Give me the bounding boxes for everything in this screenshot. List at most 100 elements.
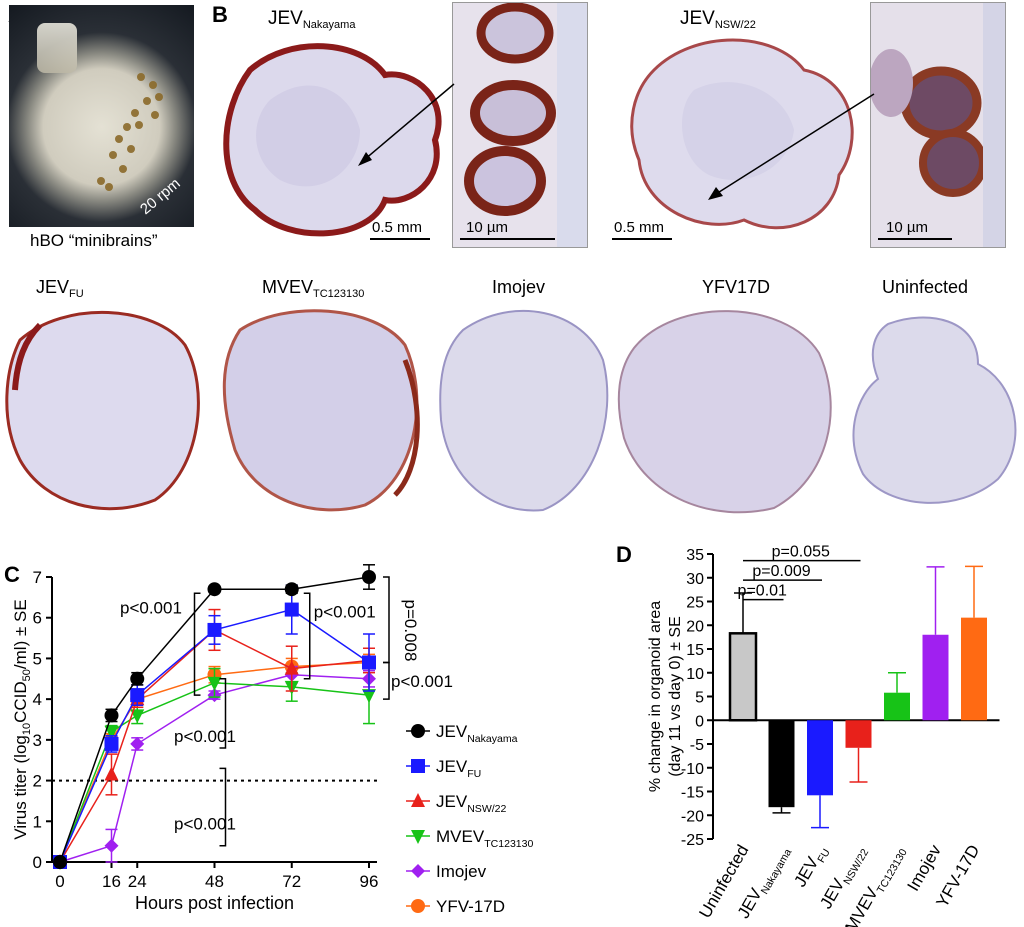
data-point bbox=[284, 660, 299, 675]
legend-marker bbox=[411, 759, 425, 773]
legend-label: JEVNSW/22 bbox=[436, 792, 507, 815]
titer-line-chart: 0 1 2 3 4 5 6 7 0 16 24 48 72 96 Hours post infection V… bbox=[11, 564, 534, 916]
comparison-label: p=0.01 bbox=[738, 583, 787, 600]
bar bbox=[768, 720, 795, 808]
arrow-1-icon bbox=[358, 83, 455, 166]
legend-marker bbox=[411, 724, 425, 738]
data-point bbox=[362, 655, 376, 670]
y-tick-label: 15 bbox=[686, 642, 704, 659]
legend-item: YFV-17D bbox=[406, 897, 505, 916]
organoid-jev-nakayama bbox=[223, 43, 442, 237]
organoid-area-bar-chart: -25 -20 -15 -10 -5 0 5 10 15 20 25 30 35 % change in … bbox=[647, 544, 1000, 927]
organoid-title-uninfected: Uninfected bbox=[882, 277, 969, 297]
data-point bbox=[130, 688, 145, 703]
data-point bbox=[130, 671, 145, 686]
bar bbox=[845, 720, 872, 748]
series-line bbox=[59, 682, 370, 863]
y-tick-label: -15 bbox=[681, 785, 704, 802]
legend-item: JEVNakayama bbox=[406, 722, 518, 745]
data-point bbox=[207, 622, 222, 637]
organoid-uninfected bbox=[852, 316, 1017, 504]
y-tick-label: 4 bbox=[33, 690, 42, 709]
y-tick-label: -10 bbox=[681, 761, 704, 778]
organoid-mvev bbox=[222, 309, 420, 512]
scale-bar-zoom-2 bbox=[878, 238, 952, 240]
pvalue-annotation: p<0.001 bbox=[174, 814, 236, 833]
category-label: Imojev bbox=[903, 841, 945, 894]
scale-label-zoom-2: 10 µm bbox=[886, 219, 928, 236]
organoid-title-mvev: MVEVTC123130 bbox=[262, 277, 365, 300]
y-tick-label: -25 bbox=[681, 832, 704, 849]
legend-item: MVEVTC123130 bbox=[406, 827, 534, 850]
pvalue-annotation: p<0.001 bbox=[314, 603, 376, 622]
y-tick-label: 5 bbox=[695, 690, 704, 707]
bar bbox=[728, 632, 758, 722]
y-tick-label: 25 bbox=[686, 595, 704, 612]
y-tick-label: 5 bbox=[33, 649, 42, 668]
bracket bbox=[383, 661, 390, 700]
bar bbox=[922, 634, 949, 721]
data-point bbox=[104, 838, 119, 853]
pvalue-annotation: p<0.001 bbox=[391, 672, 453, 691]
bracket bbox=[303, 592, 311, 680]
series-line bbox=[59, 608, 370, 863]
y-tick-label: 7 bbox=[33, 568, 42, 587]
organoid-title-jev-nsw22: JEVNSW/22 bbox=[680, 8, 756, 31]
series-line bbox=[59, 576, 370, 863]
y-tick-label: -5 bbox=[690, 737, 704, 754]
legend-marker bbox=[411, 793, 425, 807]
series-line bbox=[59, 629, 370, 863]
legend-marker bbox=[411, 864, 425, 878]
legend-item: Imojev bbox=[406, 862, 487, 881]
legend-label: JEVFU bbox=[436, 757, 481, 780]
bar bbox=[884, 692, 910, 721]
y-tick-label: 0 bbox=[33, 853, 42, 872]
y-tick-label: 3 bbox=[33, 731, 42, 750]
y-tick-label: 35 bbox=[686, 547, 704, 564]
legend-label: Imojev bbox=[436, 862, 487, 881]
bracket bbox=[219, 767, 227, 847]
pvalue-annotation: p<0.001 bbox=[120, 599, 182, 618]
data-point bbox=[130, 709, 145, 724]
y-tick-label: 20 bbox=[686, 618, 704, 635]
data-point bbox=[53, 855, 67, 869]
data-point bbox=[362, 689, 376, 704]
pvalue-annotation: p<0.001 bbox=[174, 727, 236, 746]
organoid-title-jev-nakayama: JEVNakayama bbox=[268, 8, 356, 31]
organoid-title-jev-fu: JEVFU bbox=[36, 277, 84, 300]
x-tick-label: 24 bbox=[128, 872, 147, 891]
comparison-label: p=0.009 bbox=[752, 563, 810, 580]
legend-label: JEVNakayama bbox=[436, 722, 518, 745]
panel-c-letter: C bbox=[4, 562, 20, 587]
bar bbox=[961, 617, 987, 721]
y-axis-label-line2: (day 11 vs day 0) ± SE bbox=[667, 616, 684, 777]
zoom-inset-jev-nsw22 bbox=[870, 2, 1006, 248]
data-point bbox=[284, 602, 299, 617]
data-point bbox=[104, 766, 119, 781]
bracket bbox=[193, 592, 201, 696]
panel-b-letter: B bbox=[212, 2, 228, 27]
data-point bbox=[104, 725, 119, 740]
organoid-imojev bbox=[439, 309, 609, 512]
data-point bbox=[207, 676, 222, 691]
organoid-title-yfv17d: YFV17D bbox=[702, 277, 771, 297]
y-tick-label: 0 bbox=[695, 713, 704, 730]
scale-label-zoom-1: 10 µm bbox=[466, 219, 508, 236]
y-tick-label: 6 bbox=[33, 609, 42, 628]
panel-d-letter: D bbox=[616, 542, 632, 567]
y-tick-label: 1 bbox=[33, 812, 42, 831]
legend-item: JEVFU bbox=[406, 757, 481, 780]
legend-item: JEVNSW/22 bbox=[406, 792, 507, 815]
bracket bbox=[383, 576, 390, 664]
y-axis-label-line1: % change in organoid area bbox=[647, 601, 664, 792]
y-tick-label: 2 bbox=[33, 772, 42, 791]
bracket bbox=[219, 678, 227, 749]
x-axis-label: Hours post infection bbox=[135, 893, 294, 913]
series-0 bbox=[53, 564, 376, 869]
zoom-inset-jev-nakayama bbox=[452, 2, 588, 248]
x-tick-label: 72 bbox=[282, 872, 301, 891]
minibrains-caption: hBO “minibrains” bbox=[30, 231, 158, 250]
data-point bbox=[284, 582, 299, 597]
organoid-title-imojev: Imojev bbox=[492, 277, 546, 297]
scale-label-main-1: 0.5 mm bbox=[372, 219, 423, 236]
